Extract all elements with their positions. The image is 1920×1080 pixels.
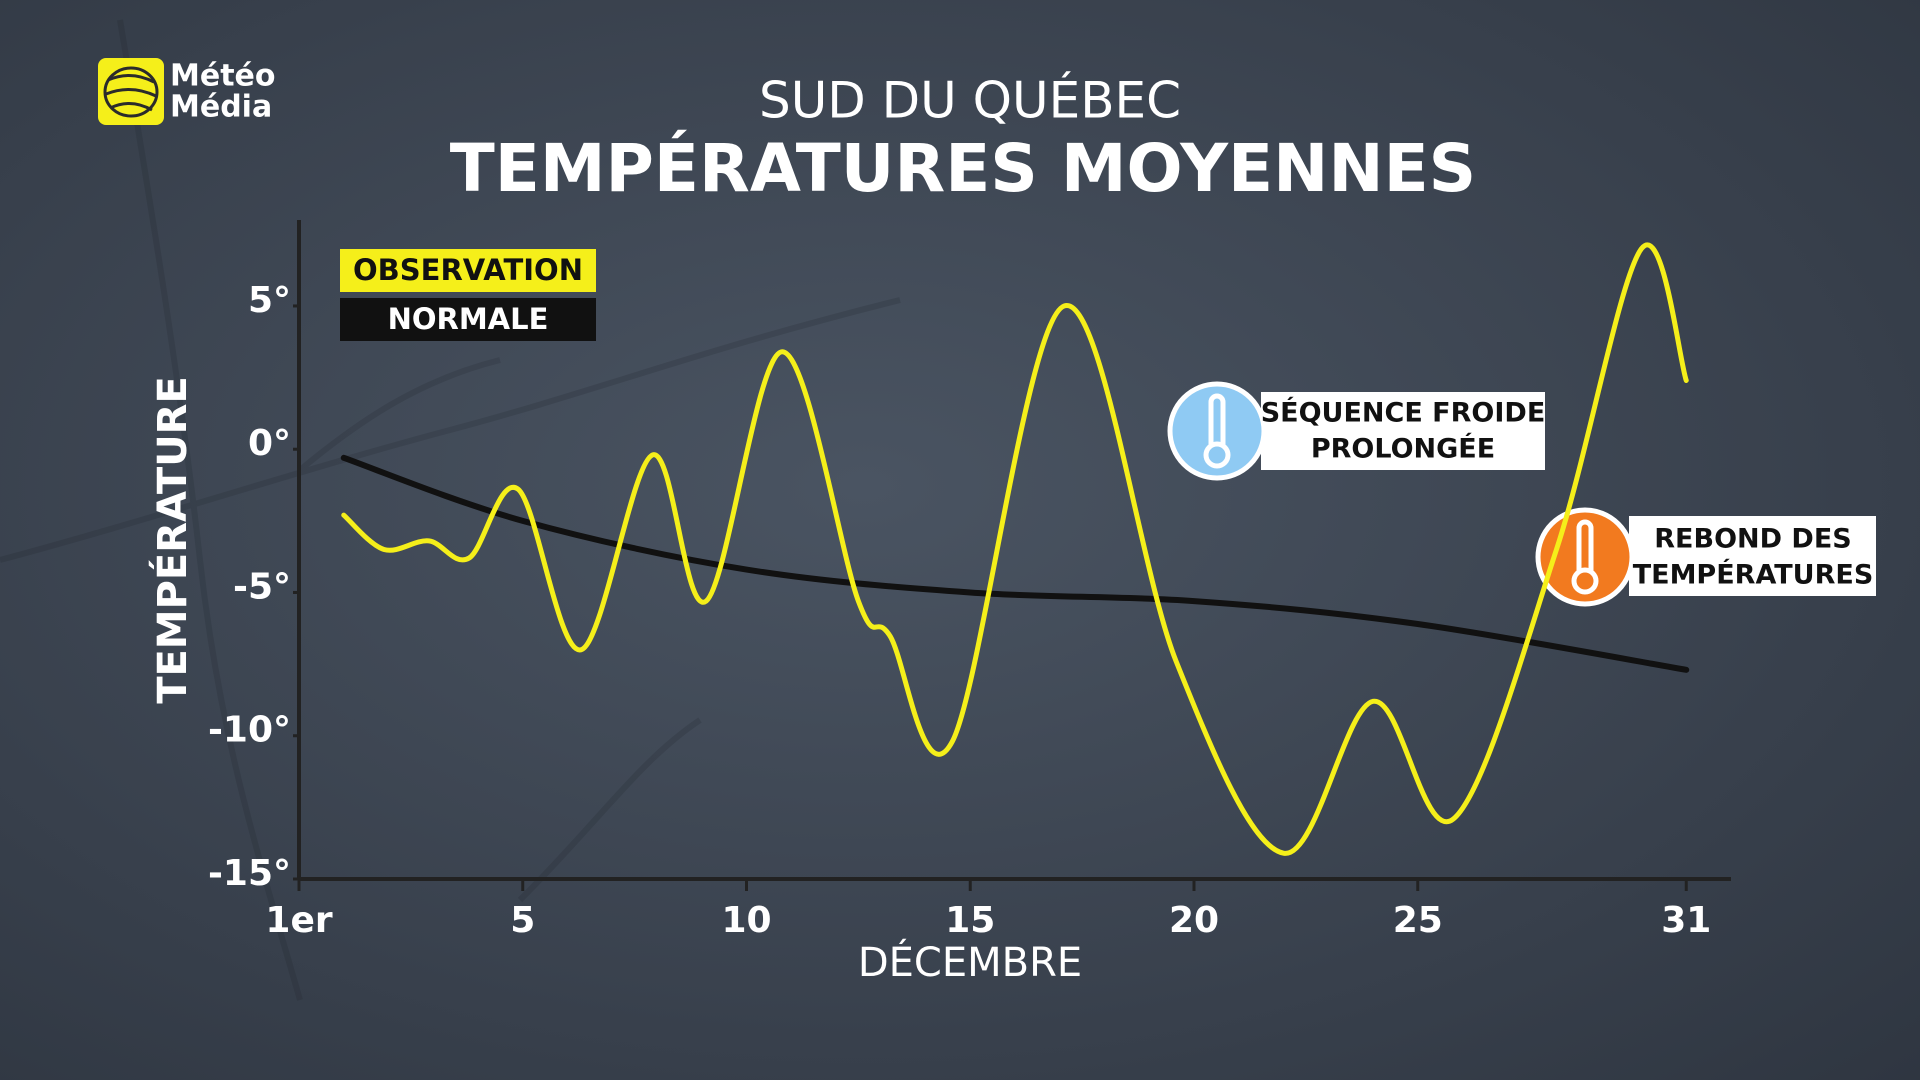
legend-swatch: [340, 298, 596, 341]
legend-label: OBSERVATION: [353, 253, 583, 287]
x-axis-label: DÉCEMBRE: [858, 938, 1082, 986]
thermometer: [1203, 393, 1231, 469]
x-tick-label: 31: [1661, 900, 1711, 941]
legend-label: NORMALE: [388, 302, 549, 336]
annotation: REBOND DES TEMPÉRATURES: [1535, 507, 1876, 607]
y-tick-label: 0°: [248, 423, 291, 464]
chart-subtitle: SUD DU QUÉBEC: [759, 71, 1181, 130]
x-tick-label: 15: [945, 900, 995, 941]
y-tick-label: -10°: [208, 710, 291, 751]
y-tick-label: -5°: [233, 566, 291, 607]
annotation-text: PROLONGÉE: [1311, 433, 1495, 465]
chart-title: TEMPÉRATURES MOYENNES: [450, 129, 1476, 207]
x-tick-label: 1er: [265, 900, 332, 941]
x-tick-label: 20: [1169, 900, 1219, 941]
annotation-box: [1629, 516, 1876, 596]
x-tick-label: 5: [510, 900, 535, 941]
line-series: [341, 242, 1689, 856]
branches: [0, 19, 901, 1001]
x-tick-label: 25: [1393, 900, 1443, 941]
annotation-icon: [1167, 381, 1267, 481]
legend-swatch: [340, 249, 596, 292]
annotation-box: [1261, 392, 1545, 470]
logo-text: Média: [170, 90, 272, 125]
logo-globe: [103, 66, 159, 118]
y-tick-label: 5°: [248, 280, 291, 321]
thermometer: [1571, 519, 1599, 595]
annotation: SÉQUENCE FROIDE PROLONGÉE: [1167, 381, 1546, 481]
y-tick-label: -15°: [208, 853, 291, 894]
y-axis-label: TEMPÉRATURE: [148, 376, 196, 704]
annotation-text: SÉQUENCE FROIDE: [1261, 397, 1546, 429]
annotation-text: TEMPÉRATURES: [1633, 559, 1874, 591]
logo-text: Météo: [170, 59, 276, 94]
annotation-text: REBOND DES: [1654, 524, 1851, 555]
x-tick-label: 10: [721, 900, 771, 941]
